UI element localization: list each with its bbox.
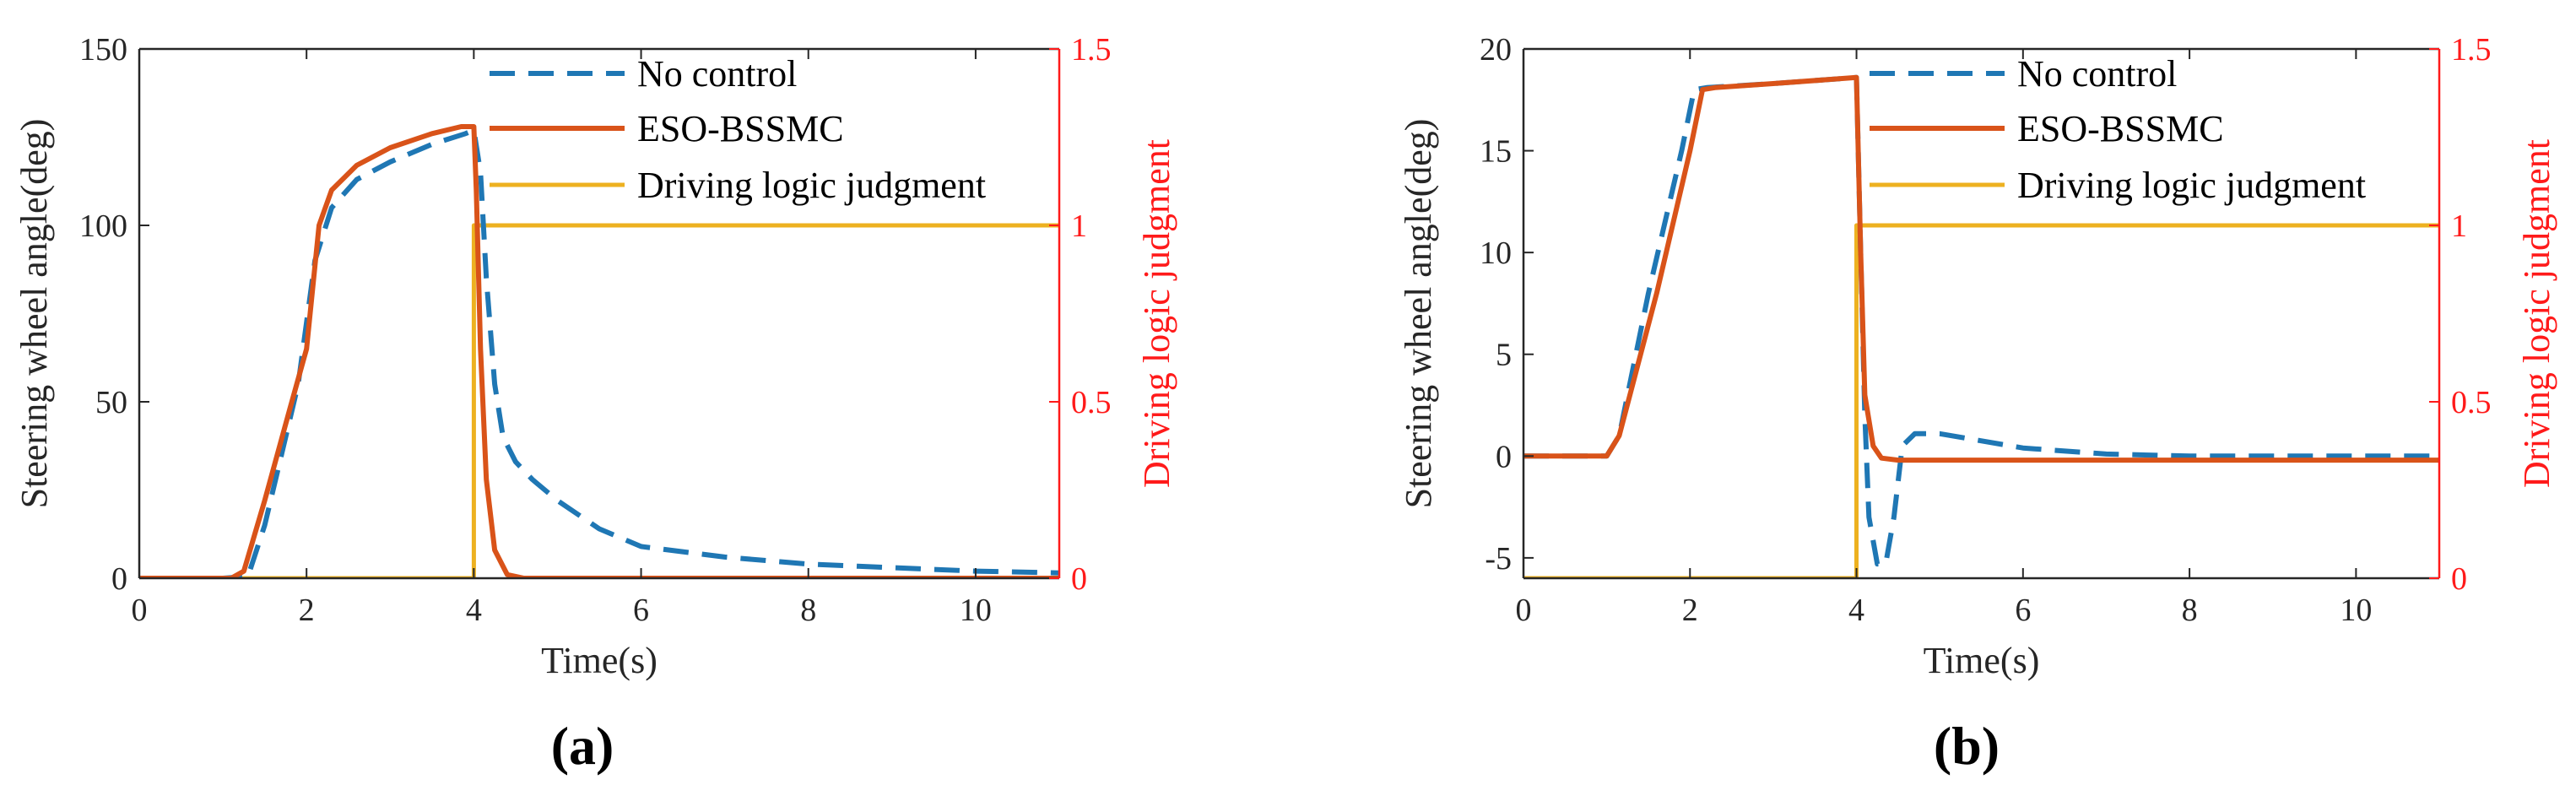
x-tick-label: 2 (1682, 593, 1698, 628)
legend: No control ESO-BSSMC Driving logic judgmen… (1870, 53, 2366, 206)
y-tick-label-left: 10 (1480, 236, 1512, 271)
y-tick-label-left: -5 (1485, 541, 1512, 577)
y-tick-label-left: 0 (1496, 439, 1512, 474)
y-axis-label-left: Steering wheel angle(deg) (1398, 119, 1439, 509)
y-tick-label-right: 0 (1071, 561, 1087, 597)
x-tick-label: 6 (633, 593, 649, 628)
y-tick-label-left: 150 (79, 32, 127, 68)
series-lines (139, 124, 1059, 578)
panel-a: 0 2 4 6 8 1005010015000.511.5Time(s)Steering … (14, 32, 1177, 776)
y-tick-label-left: 20 (1480, 32, 1512, 68)
y-tick-label-left: 0 (111, 561, 127, 597)
y-tick-label-right: 1 (2451, 208, 2467, 244)
legend: No control ESO-BSSMC Driving logic judgmen… (490, 53, 986, 206)
y-tick-label-right: 1.5 (1071, 32, 1112, 68)
legend-label: ESO-BSSMC (2017, 108, 2224, 149)
legend-label: No control (2017, 53, 2177, 95)
x-axis-label: Time(s) (1924, 640, 2040, 681)
series-line-eso-bssmc (1523, 74, 2439, 463)
panel-label: (b) (1934, 716, 2000, 776)
y-tick-label-right: 0 (2451, 561, 2467, 597)
y-axis-label-right: Driving logic judgment (2516, 139, 2557, 488)
x-tick-label: 2 (299, 593, 315, 628)
x-tick-label: 6 (2015, 593, 2031, 628)
y-tick-label-left: 5 (1496, 338, 1512, 373)
y-tick-label-right: 1 (1071, 208, 1087, 244)
x-tick-label: 8 (2182, 593, 2198, 628)
series-lines (1523, 74, 2439, 578)
y-tick-label-left: 50 (95, 385, 127, 420)
legend-label: Driving logic judgment (2017, 165, 2366, 206)
x-tick-label: 4 (466, 593, 482, 628)
series-line-logic (139, 223, 1059, 578)
x-tick-label: 4 (1848, 593, 1864, 628)
legend-label: Driving logic judgment (637, 165, 986, 206)
panel-label: (a) (551, 716, 614, 776)
x-tick-label: 0 (132, 593, 148, 628)
y-tick-label-left: 100 (79, 208, 127, 244)
x-axis-label: Time(s) (541, 640, 658, 681)
series-line-no-control (1523, 74, 2439, 567)
y-tick-label-right: 0.5 (2451, 385, 2492, 420)
y-axis-label-right: Driving logic judgment (1136, 139, 1177, 488)
y-tick-label-left: 15 (1480, 134, 1512, 170)
x-tick-label: 10 (960, 593, 992, 628)
y-axis-label-left: Steering wheel angle(deg) (14, 119, 55, 509)
y-tick-label-right: 1.5 (2451, 32, 2492, 68)
y-tick-label-right: 0.5 (1071, 385, 1112, 420)
series-line-logic (1523, 223, 2439, 578)
x-tick-label: 0 (1516, 593, 1532, 628)
x-tick-label: 8 (800, 593, 816, 628)
panel-b: 0 2 4 6 8 10-50510152000.511.5Time(s)Steering… (1398, 32, 2557, 776)
x-tick-label: 10 (2340, 593, 2372, 628)
legend-label: No control (637, 53, 797, 95)
legend-label: ESO-BSSMC (637, 108, 844, 149)
series-line-eso-bssmc (139, 124, 1059, 578)
